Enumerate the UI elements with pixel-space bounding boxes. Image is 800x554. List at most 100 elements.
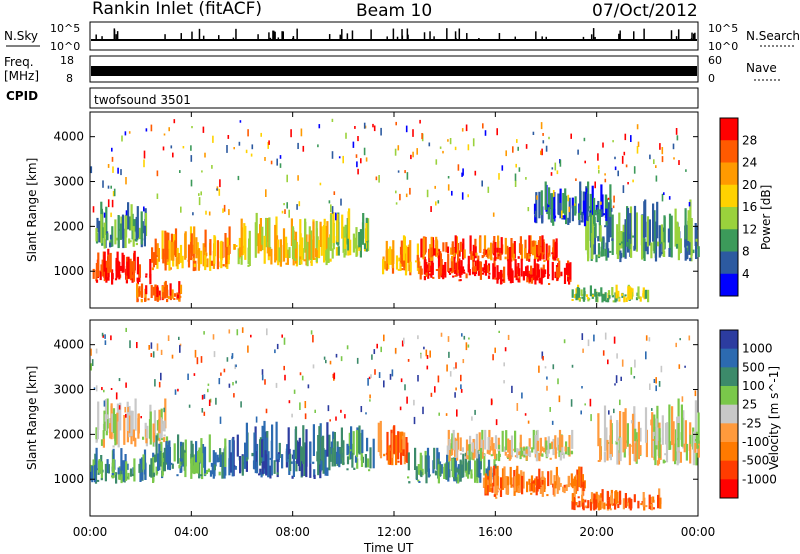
nsky-strip: N.Sky 10^5 10^0 10^5 10^0 N.Search <box>4 21 800 53</box>
echo-mark <box>290 461 293 464</box>
echo-mark <box>689 199 692 243</box>
echo-mark <box>223 204 226 212</box>
echo-mark <box>615 284 618 297</box>
echo-mark <box>254 222 257 258</box>
echo-mark <box>213 235 216 264</box>
echo-mark <box>102 180 104 188</box>
echo-mark <box>91 359 94 366</box>
echo-mark <box>597 494 600 503</box>
echo-mark <box>659 143 661 150</box>
echo-mark <box>557 193 560 215</box>
echo-mark <box>490 242 493 260</box>
echo-mark <box>95 385 98 392</box>
echo-mark <box>356 161 358 168</box>
echo-mark <box>100 439 104 446</box>
echo-mark <box>373 125 376 132</box>
echo-mark <box>510 238 513 257</box>
echo-mark <box>422 254 425 260</box>
echo-mark <box>665 439 669 463</box>
echo-mark <box>160 418 163 440</box>
echo-mark <box>465 470 468 477</box>
echo-mark <box>314 258 317 260</box>
echo-mark <box>193 467 196 475</box>
echo-mark <box>440 275 443 278</box>
echo-mark <box>132 226 135 247</box>
echo-mark <box>536 244 539 258</box>
echo-mark <box>347 211 350 239</box>
echo-mark <box>590 492 594 504</box>
echo-mark <box>597 413 599 417</box>
echo-mark <box>553 192 556 219</box>
echo-mark <box>406 172 409 180</box>
echo-mark <box>111 199 114 208</box>
echo-mark <box>269 457 272 460</box>
echo-mark <box>221 452 224 479</box>
echo-mark <box>650 497 653 503</box>
echo-mark <box>389 373 392 380</box>
echo-mark <box>598 251 601 258</box>
echo-mark <box>585 188 588 192</box>
echo-mark <box>248 230 251 266</box>
echo-mark <box>154 284 157 295</box>
echo-mark <box>105 206 108 235</box>
echo-mark <box>425 262 428 273</box>
echo-mark <box>439 253 442 271</box>
echo-mark <box>620 241 624 244</box>
echo-mark <box>364 454 367 468</box>
echo-mark <box>695 225 698 239</box>
echo-mark <box>416 148 418 155</box>
echo-mark <box>260 132 262 137</box>
echo-mark <box>367 218 370 252</box>
echo-mark <box>688 202 691 207</box>
power-echo-layer <box>90 118 700 303</box>
echo-mark <box>575 503 578 506</box>
echo-mark <box>191 126 193 129</box>
echo-mark <box>236 329 239 336</box>
echo-mark <box>176 474 179 477</box>
echo-mark <box>120 448 123 471</box>
echo-mark <box>535 192 538 224</box>
echo-mark <box>567 446 570 456</box>
echo-mark <box>326 467 329 476</box>
x-tick-label: 20:00 <box>579 525 614 539</box>
echo-mark <box>589 193 592 217</box>
echo-mark <box>538 277 541 284</box>
echo-mark <box>179 466 182 473</box>
echo-mark <box>333 372 336 380</box>
echo-mark <box>511 385 513 393</box>
echo-mark <box>548 187 551 215</box>
echo-mark <box>397 145 400 151</box>
colorbar-segment <box>720 251 738 275</box>
echo-mark <box>486 476 489 496</box>
echo-mark <box>463 249 466 259</box>
echo-mark <box>509 455 512 460</box>
echo-mark <box>567 475 570 488</box>
echo-mark <box>495 479 498 496</box>
echo-mark <box>531 447 534 453</box>
echo-mark <box>539 437 542 452</box>
echo-mark <box>456 409 458 417</box>
echo-mark <box>614 383 616 386</box>
echo-mark <box>451 241 454 255</box>
echo-mark <box>141 461 144 481</box>
echo-mark <box>95 263 98 272</box>
echo-mark <box>301 461 304 477</box>
echo-mark <box>389 246 392 265</box>
echo-mark <box>512 146 514 153</box>
echo-mark <box>97 252 100 277</box>
echo-mark <box>598 170 600 174</box>
echo-mark <box>140 211 143 245</box>
echo-mark <box>131 410 134 438</box>
echo-mark <box>445 463 448 480</box>
echo-mark <box>360 455 364 466</box>
echo-mark <box>633 166 636 174</box>
echo-mark <box>621 155 624 164</box>
echo-mark <box>652 507 655 510</box>
echo-mark <box>112 445 115 448</box>
echo-mark <box>654 221 658 262</box>
echo-mark <box>333 432 336 467</box>
echo-mark <box>494 475 497 497</box>
echo-mark <box>503 446 506 452</box>
echo-mark <box>205 210 207 215</box>
echo-mark <box>599 500 602 510</box>
